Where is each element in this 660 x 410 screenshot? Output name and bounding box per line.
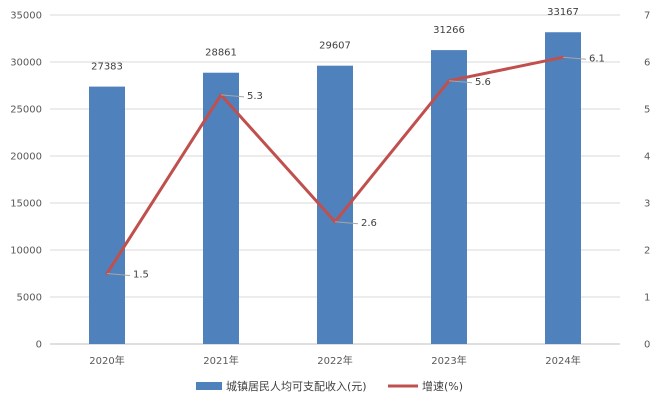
legend: 城镇居民人均可支配收入(元) 增速(%) [196,379,463,393]
y-left-tick-label: 25000 [10,105,42,116]
label-leader [334,221,359,225]
bar-value-label: 28861 [205,48,237,59]
label-leader [220,94,245,98]
bar-value-label: 29607 [319,41,351,52]
bar [545,32,581,345]
y-right-tick-label: 7 [644,11,650,22]
x-tick-label: 2023年 [431,354,466,367]
y-left-tick-label: 20000 [10,152,42,163]
line-value-label: 1.5 [133,270,149,281]
x-tick-label: 2024年 [545,354,580,367]
data-labels: 27383 28861 29607 31266 33167 1.5 5.3 2.6 5.6 6.1 [91,7,605,280]
y-left-tick-label: 5000 [17,293,42,304]
x-tick-label: 2021年 [203,354,238,367]
y-left-tick-label: 15000 [10,199,42,210]
y-left-tick-label: 35000 [10,11,42,22]
bar-series [89,32,581,345]
y-left-tick-label: 10000 [10,246,42,257]
y-right-tick-label: 4 [644,152,650,163]
label-leader [562,56,587,60]
line-value-label: 6.1 [589,53,605,64]
x-tick-label: 2020年 [89,354,124,367]
bar [89,86,125,345]
x-axis: 2020年 2021年 2022年 2023年 2024年 [89,354,580,367]
bar [203,72,239,344]
y-right-tick-label: 3 [644,199,650,210]
y-right-tick-label: 6 [644,58,650,69]
legend-swatch-bar [196,382,222,390]
bar [431,50,467,344]
line-value-label: 5.3 [247,91,263,102]
y-right-tick-label: 0 [644,340,650,351]
y-left-tick-label: 0 [36,340,42,351]
line-value-label: 5.6 [475,77,491,88]
legend-label-bar: 城镇居民人均可支配收入(元) [226,379,367,393]
bar-value-label: 33167 [547,7,579,18]
y-axis-right: 0 1 2 3 4 5 6 7 [644,11,650,351]
line-value-label: 2.6 [361,218,377,229]
y-left-tick-label: 30000 [10,58,42,69]
bar-value-label: 27383 [91,62,123,73]
legend-label-line: 增速(%) [422,379,463,393]
y-right-tick-label: 1 [644,293,650,304]
y-right-tick-label: 2 [644,246,650,257]
y-right-tick-label: 5 [644,105,650,116]
bar-value-label: 31266 [433,25,465,36]
label-leader [448,80,473,84]
label-leader [106,273,131,276]
x-tick-label: 2022年 [317,354,352,367]
y-axis-left: 0 5000 10000 15000 20000 25000 30000 35000 [10,11,42,351]
